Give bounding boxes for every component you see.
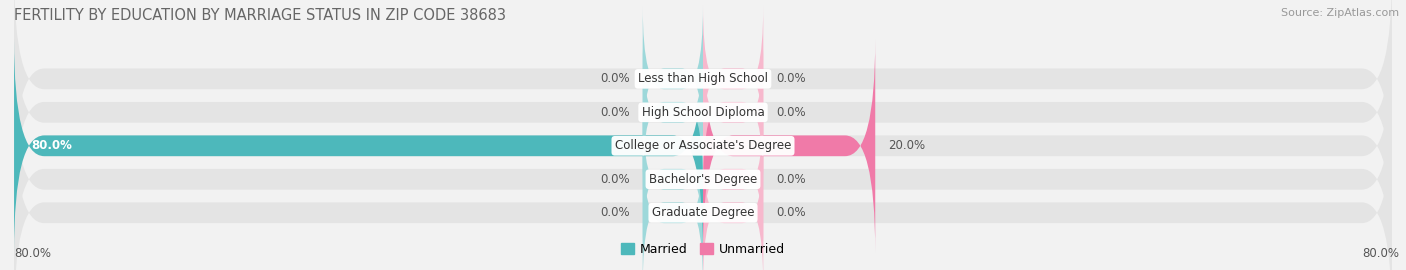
FancyBboxPatch shape xyxy=(643,39,703,186)
Text: 20.0%: 20.0% xyxy=(889,139,925,152)
FancyBboxPatch shape xyxy=(703,39,763,186)
Text: College or Associate's Degree: College or Associate's Degree xyxy=(614,139,792,152)
Text: 80.0%: 80.0% xyxy=(31,139,72,152)
FancyBboxPatch shape xyxy=(703,5,763,152)
Text: Less than High School: Less than High School xyxy=(638,72,768,85)
FancyBboxPatch shape xyxy=(643,139,703,270)
Text: Graduate Degree: Graduate Degree xyxy=(652,206,754,219)
FancyBboxPatch shape xyxy=(703,139,763,270)
Text: Source: ZipAtlas.com: Source: ZipAtlas.com xyxy=(1281,8,1399,18)
FancyBboxPatch shape xyxy=(14,106,1392,270)
Text: 0.0%: 0.0% xyxy=(600,173,630,186)
Legend: Married, Unmarried: Married, Unmarried xyxy=(616,238,790,261)
FancyBboxPatch shape xyxy=(14,39,1392,253)
Text: 80.0%: 80.0% xyxy=(14,247,51,260)
Text: 0.0%: 0.0% xyxy=(600,106,630,119)
FancyBboxPatch shape xyxy=(643,106,703,253)
Text: High School Diploma: High School Diploma xyxy=(641,106,765,119)
Text: 0.0%: 0.0% xyxy=(600,72,630,85)
FancyBboxPatch shape xyxy=(643,5,703,152)
Text: FERTILITY BY EDUCATION BY MARRIAGE STATUS IN ZIP CODE 38683: FERTILITY BY EDUCATION BY MARRIAGE STATU… xyxy=(14,8,506,23)
FancyBboxPatch shape xyxy=(14,5,1392,219)
FancyBboxPatch shape xyxy=(14,0,1392,186)
Text: 0.0%: 0.0% xyxy=(776,72,806,85)
Text: 0.0%: 0.0% xyxy=(776,206,806,219)
FancyBboxPatch shape xyxy=(14,72,1392,270)
FancyBboxPatch shape xyxy=(14,39,703,253)
Text: 0.0%: 0.0% xyxy=(776,173,806,186)
Text: 0.0%: 0.0% xyxy=(600,206,630,219)
FancyBboxPatch shape xyxy=(703,106,763,253)
Text: 0.0%: 0.0% xyxy=(776,106,806,119)
FancyBboxPatch shape xyxy=(703,39,875,253)
Text: Bachelor's Degree: Bachelor's Degree xyxy=(650,173,756,186)
Text: 80.0%: 80.0% xyxy=(1362,247,1399,260)
